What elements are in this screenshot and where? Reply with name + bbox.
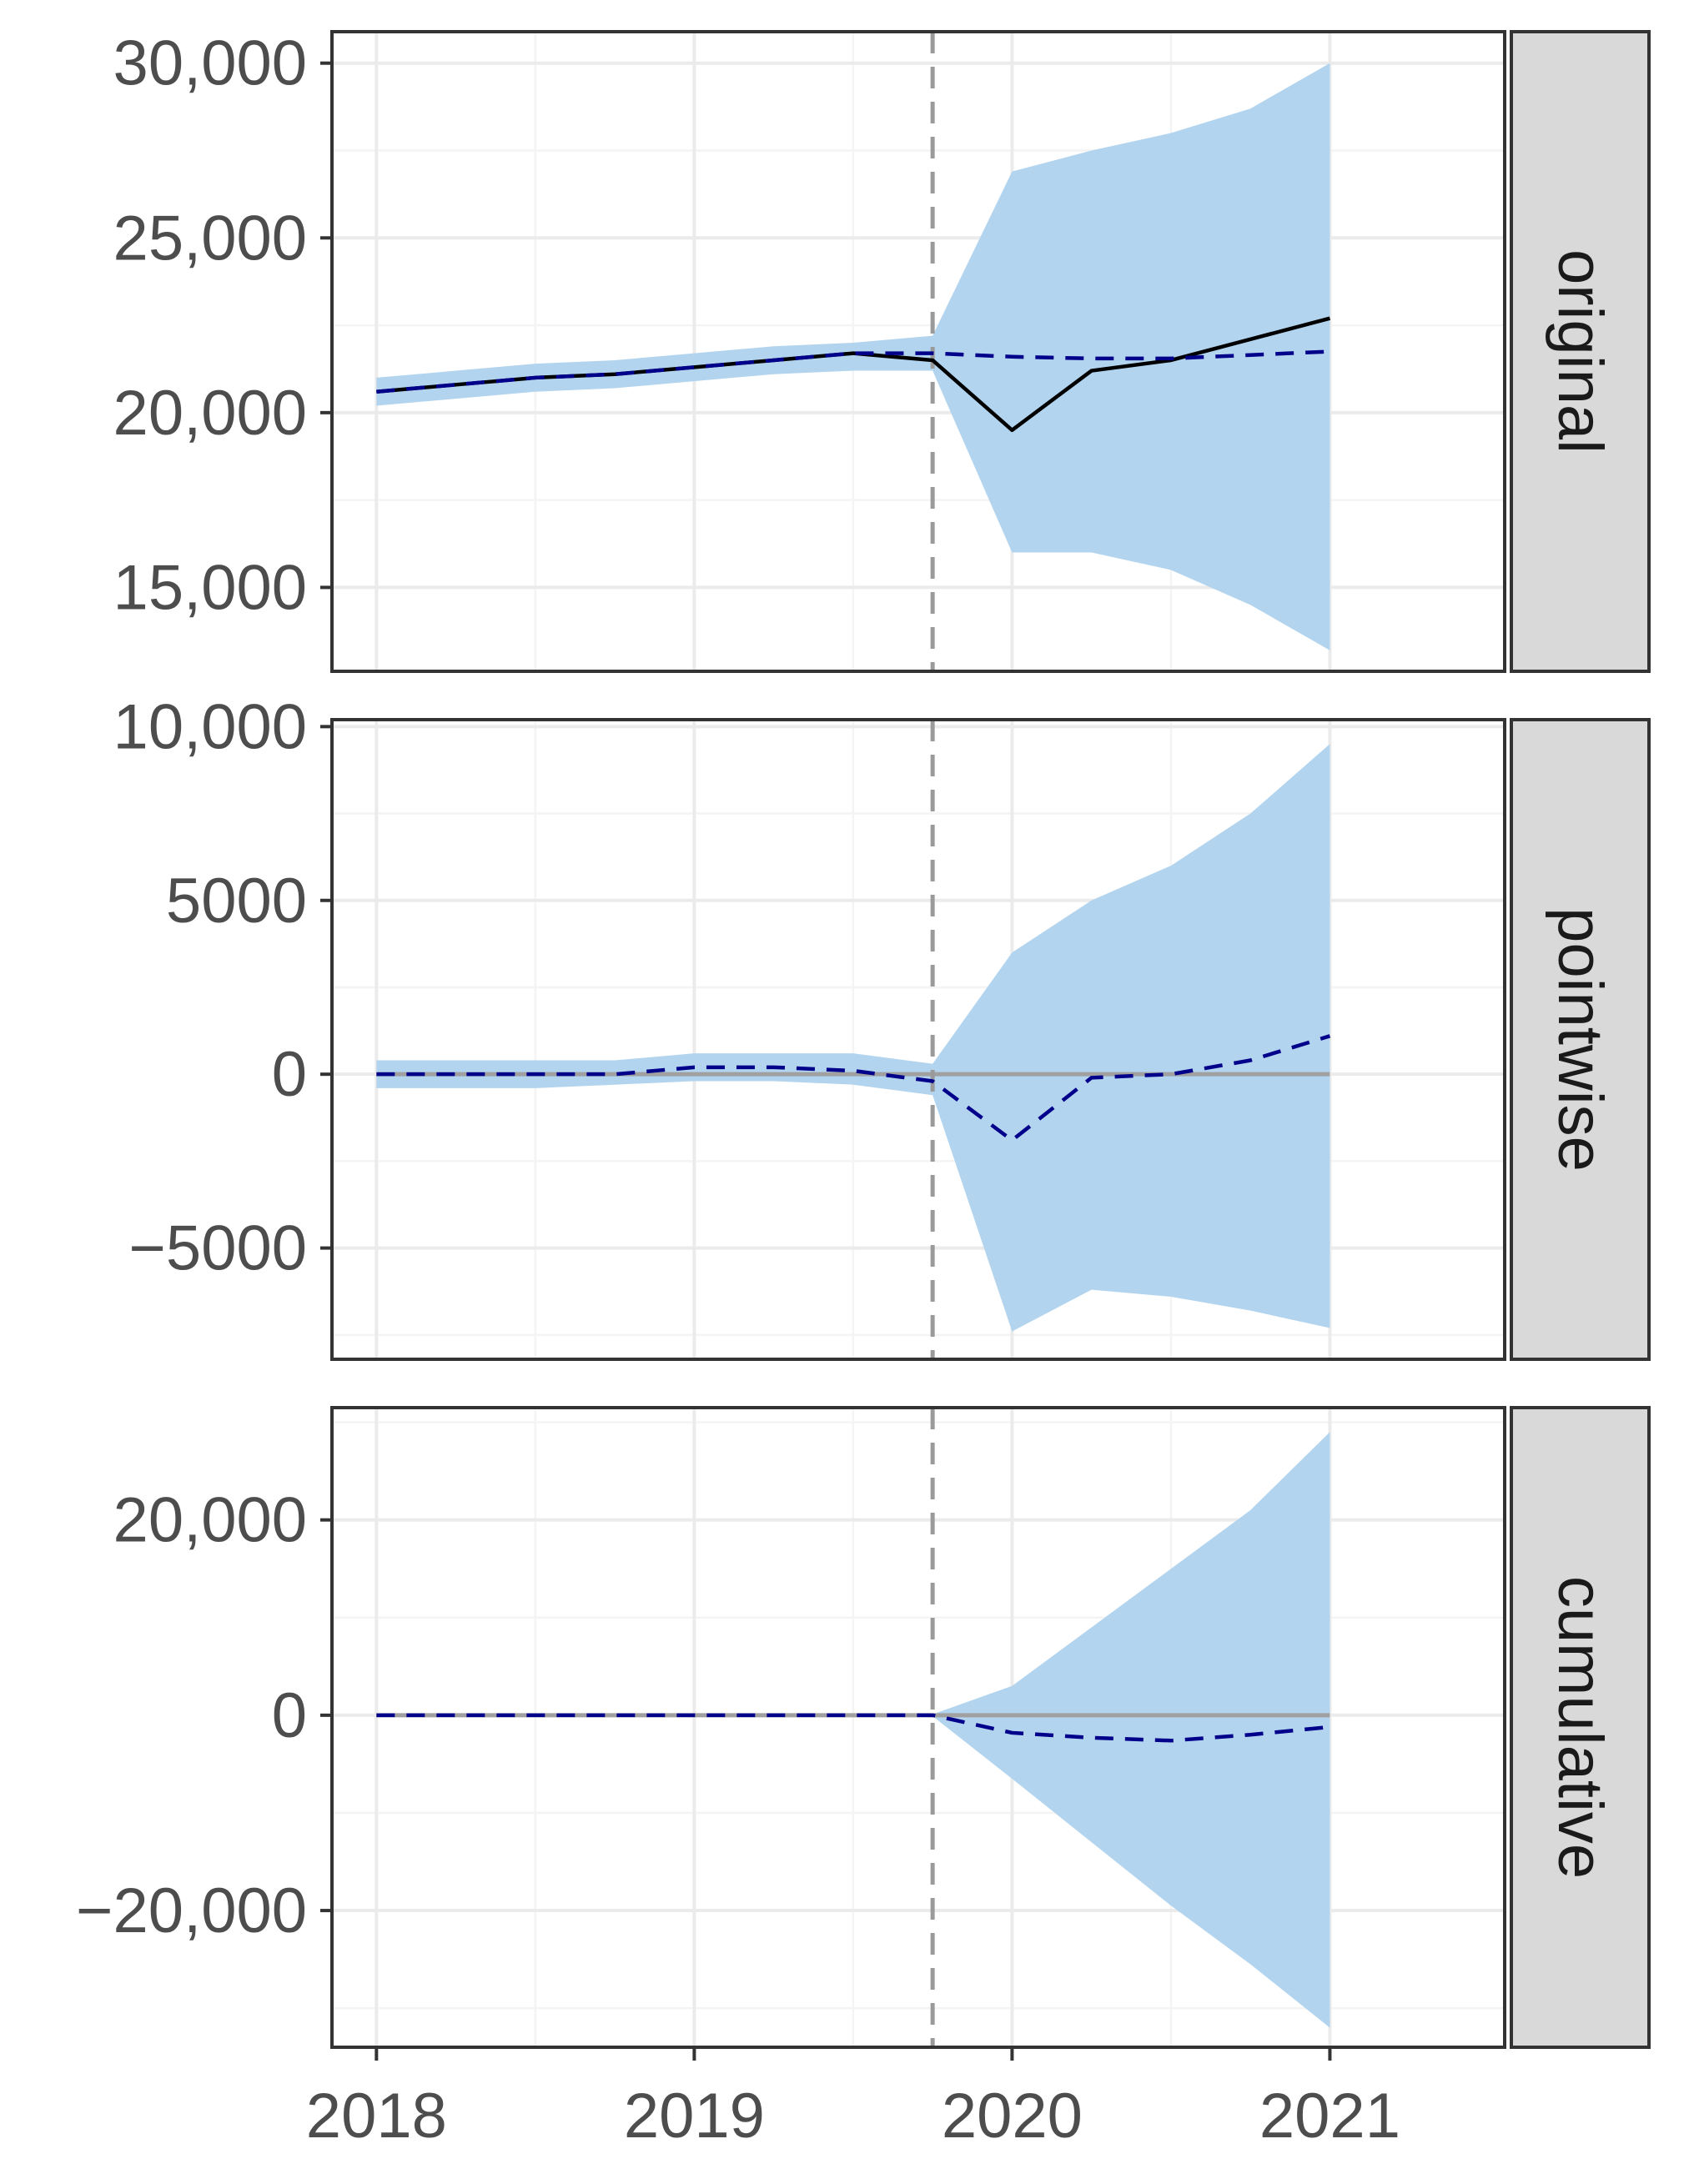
x-tick-label: 2020 <box>942 2081 1083 2151</box>
y-tick-label: 0 <box>272 1039 307 1110</box>
y-tick-label: 30,000 <box>113 28 307 99</box>
predicted-series-line <box>376 1034 1331 1142</box>
facet-strip <box>1510 30 1651 673</box>
y-tick-label: 10,000 <box>113 691 307 762</box>
y-tick-label: 5000 <box>166 866 307 936</box>
y-tick-label: 15,000 <box>113 552 307 623</box>
predicted-series-line <box>376 349 1330 394</box>
panel-plot-area <box>332 32 1505 671</box>
panel-border <box>330 30 1506 673</box>
y-tick-label: 25,000 <box>113 203 307 274</box>
panel-plot-area <box>332 720 1505 1359</box>
panel-original: 15,000 20,000 25,000 30,000 original <box>113 28 1651 673</box>
panel-pointwise: −5000 0 5000 10,000 pointwise <box>113 691 1651 1361</box>
predicted-series-line <box>376 1713 1330 1743</box>
y-tick-label: 0 <box>272 1680 307 1751</box>
credible-interval-band <box>376 1432 1330 2028</box>
panel-plot-area <box>332 1408 1505 2047</box>
x-tick-label: 2018 <box>306 2081 447 2151</box>
credible-interval-band <box>376 744 1330 1332</box>
panel-border <box>330 1406 1506 2049</box>
panel-border <box>330 718 1506 1361</box>
y-tick-label: 20,000 <box>113 378 307 449</box>
facet-strip <box>1510 1406 1651 2049</box>
facet-strip-label: cumulative <box>1545 1576 1616 1879</box>
facet-strip-label: original <box>1545 249 1616 454</box>
x-tick-label: 2019 <box>624 2081 765 2151</box>
y-tick-label: 20,000 <box>113 1485 307 1556</box>
credible-interval-band <box>376 63 1330 650</box>
facet-strip <box>1510 718 1651 1361</box>
panel-cumulative: −20,000 0 20,000 cumulative 2018 2019 2020 2021 <box>76 1406 1651 2151</box>
x-tick-label: 2021 <box>1259 2081 1400 2151</box>
y-tick-label: −20,000 <box>76 1875 307 1946</box>
y-tick-label: −5000 <box>129 1213 307 1284</box>
facet-strip-label: pointwise <box>1545 907 1616 1172</box>
